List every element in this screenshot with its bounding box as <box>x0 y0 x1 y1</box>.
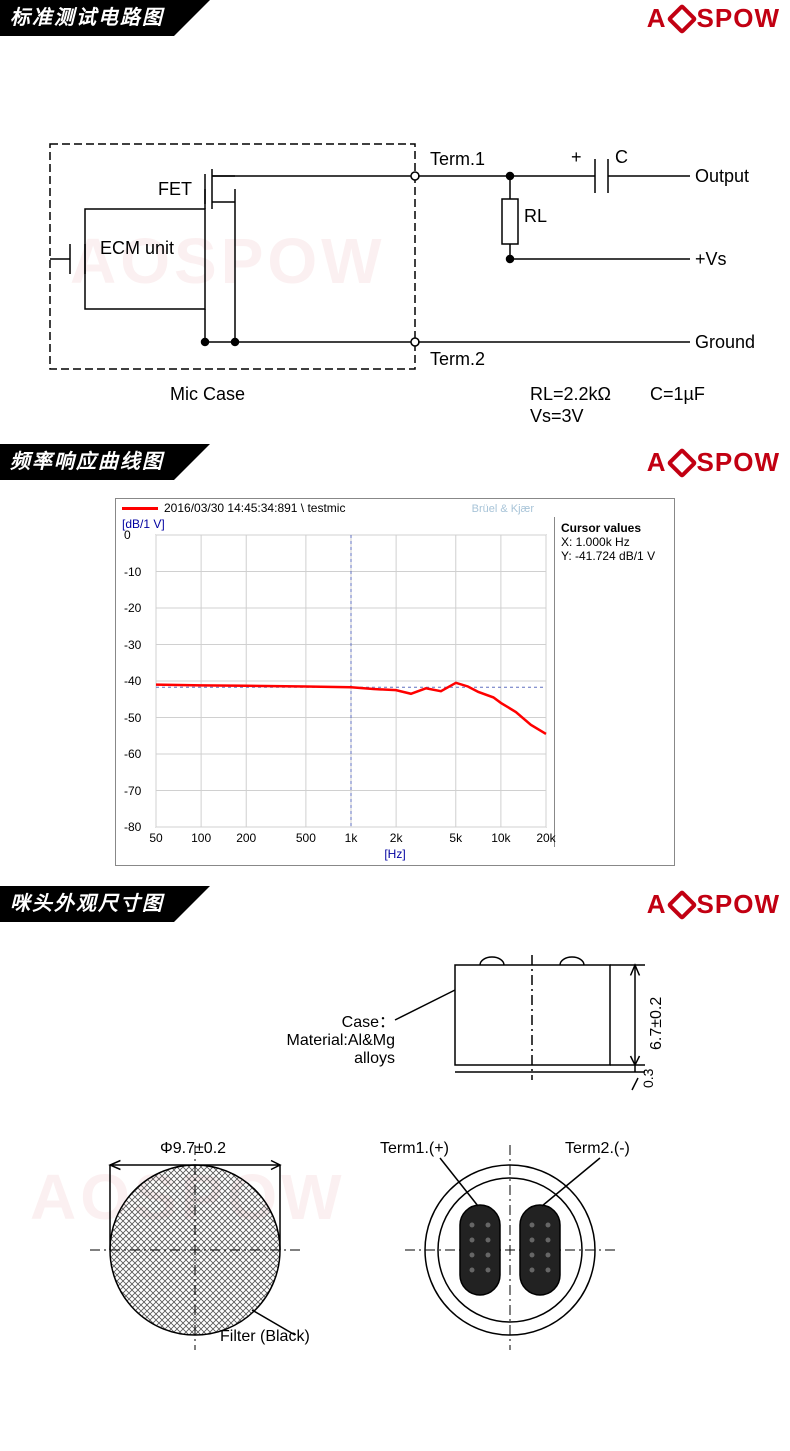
circuit-label-vs: +Vs <box>695 249 727 270</box>
dims-base-label: 0.3 <box>640 1069 656 1088</box>
circuit-label-c: C <box>615 147 628 168</box>
dims-section-header: 咪头外观尺寸图 A SPOW <box>0 886 790 922</box>
chart-svg <box>116 517 556 847</box>
brand-diamond-icon <box>666 3 697 34</box>
chart-xtick: 50 <box>149 831 162 845</box>
brand-a3: A <box>647 889 667 920</box>
chart-title: 频率响应曲线图 <box>0 444 174 480</box>
brand-logo-1: A SPOW <box>647 3 790 34</box>
chart-legend-line <box>122 507 158 510</box>
brand-rest2: SPOW <box>697 447 780 478</box>
brand-rest3: SPOW <box>697 889 780 920</box>
chart-xtick: 10k <box>491 831 510 845</box>
chart-plot-area: [dB/1 V] 0-10-20-30-40-50-60-70-80501002… <box>116 517 554 847</box>
circuit-diagram: AOSPOW <box>0 44 790 444</box>
chart-xtick: 100 <box>191 831 211 845</box>
brand-logo-3: A SPOW <box>647 889 790 920</box>
circuit-label-ground: Ground <box>695 332 755 353</box>
chart-cursor-y: Y: -41.724 dB/1 V <box>561 549 668 563</box>
dims-height-label: 6.7±0.2 <box>648 997 666 1050</box>
chart-ytick: 0 <box>124 528 131 542</box>
circuit-title: 标准测试电路图 <box>0 0 174 36</box>
chart-xtick: 20k <box>536 831 555 845</box>
circuit-label-rl: RL <box>524 206 547 227</box>
dims-diameter-label: Φ9.7±0.2 <box>160 1140 226 1158</box>
brand-diamond-icon-3 <box>666 889 697 920</box>
circuit-label-rlval: RL=2.2kΩ <box>530 384 611 405</box>
chart-ytick: -70 <box>124 784 141 798</box>
dims-title-wrap: 咪头外观尺寸图 <box>0 886 210 922</box>
dims-filter-label: Filter (Black) <box>220 1328 310 1346</box>
chart-title-triangle <box>174 444 210 480</box>
dims-term2-label: Term2.(-) <box>565 1140 630 1158</box>
chart-ytick: -80 <box>124 820 141 834</box>
dims-material-text: Material:Al&Mg alloys <box>260 1032 395 1068</box>
chart-title-wrap: 频率响应曲线图 <box>0 444 210 480</box>
chart-ytick: -40 <box>124 674 141 688</box>
chart-cursor-panel: Cursor values X: 1.000k Hz Y: -41.724 dB… <box>554 517 674 847</box>
dims-diagram: AOSPOW <box>0 930 790 1350</box>
dims-case-text: Case： <box>260 1008 395 1032</box>
chart-xtick: 1k <box>345 831 358 845</box>
brand-logo-2: A SPOW <box>647 447 790 478</box>
chart-ytick: -10 <box>124 565 141 579</box>
circuit-label-fet: FET <box>158 179 192 200</box>
circuit-section-header: 标准测试电路图 A SPOW <box>0 0 790 36</box>
circuit-label-term1: Term.1 <box>430 149 485 170</box>
chart-ytick: -50 <box>124 711 141 725</box>
brand-diamond-icon-2 <box>666 447 697 478</box>
circuit-label-plus: + <box>571 147 582 168</box>
circuit-label-output: Output <box>695 166 749 187</box>
circuit-label-miccase: Mic Case <box>170 384 245 405</box>
chart-timestamp: 2016/03/30 14:45:34:891 \ testmic <box>164 501 345 515</box>
dims-case-label: Case： Material:Al&Mg alloys <box>260 1008 395 1068</box>
circuit-label-cval: C=1µF <box>650 384 705 405</box>
brand-a2: A <box>647 447 667 478</box>
chart-section: AOSPOW 2016/03/30 14:45:34:891 \ testmic… <box>0 488 790 886</box>
circuit-title-triangle <box>174 0 210 36</box>
chart-section-header: 频率响应曲线图 A SPOW <box>0 444 790 480</box>
circuit-label-vsval: Vs=3V <box>530 406 584 427</box>
dims-title: 咪头外观尺寸图 <box>0 886 174 922</box>
chart-xtick: 200 <box>236 831 256 845</box>
brand-rest1: SPOW <box>697 3 780 34</box>
chart-x-axis-label: [Hz] <box>116 847 674 865</box>
chart-xtick: 500 <box>296 831 316 845</box>
chart-xtick: 2k <box>390 831 403 845</box>
circuit-label-ecm-text: ECM unit <box>100 238 174 258</box>
chart-ytick: -60 <box>124 747 141 761</box>
chart-ytick: -30 <box>124 638 141 652</box>
circuit-label-ecm: ECM unit <box>100 239 174 259</box>
brand-a1: A <box>647 3 667 34</box>
circuit-label-term2: Term.2 <box>430 349 485 370</box>
chart-cursor-title: Cursor values <box>561 521 668 535</box>
chart-cursor-x: X: 1.000k Hz <box>561 535 668 549</box>
chart-bk-watermark: Brüel & Kjær <box>472 503 534 515</box>
dims-title-triangle <box>174 886 210 922</box>
chart-header: 2016/03/30 14:45:34:891 \ testmic Brüel … <box>116 499 674 517</box>
chart-box: 2016/03/30 14:45:34:891 \ testmic Brüel … <box>115 498 675 866</box>
chart-xtick: 5k <box>449 831 462 845</box>
circuit-title-wrap: 标准测试电路图 <box>0 0 210 36</box>
chart-ytick: -20 <box>124 601 141 615</box>
chart-body: [dB/1 V] 0-10-20-30-40-50-60-70-80501002… <box>116 517 674 847</box>
dims-term1-label: Term1.(+) <box>380 1140 449 1158</box>
